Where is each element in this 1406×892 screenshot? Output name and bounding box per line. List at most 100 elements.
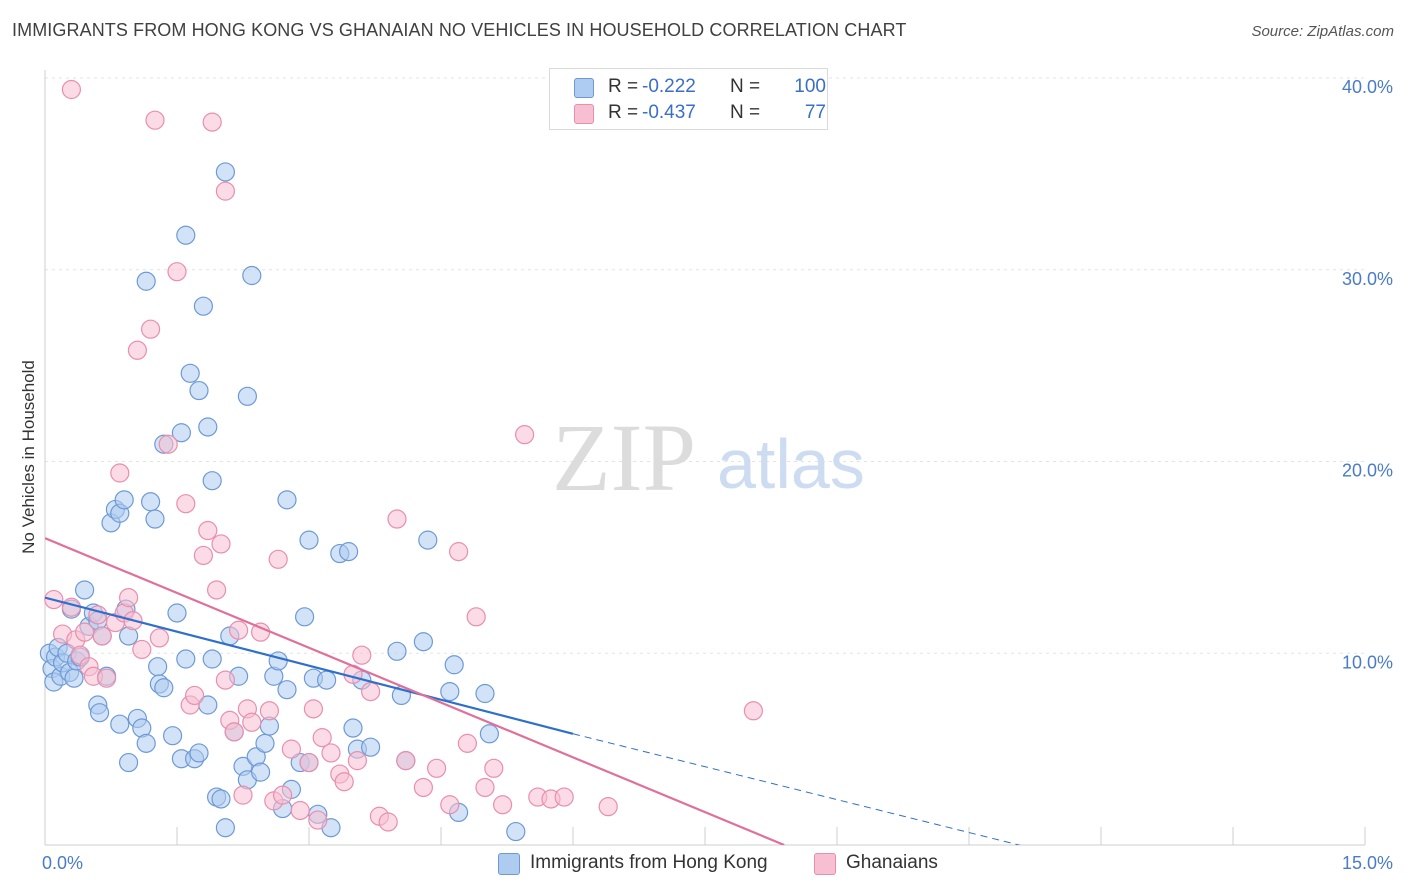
ghanaian-point (215, 670, 235, 690)
hong-kong-point (361, 737, 381, 757)
hong-kong-point (89, 703, 110, 723)
ghanaian-point (167, 262, 187, 282)
x-tick-label: 15.0% (1342, 853, 1393, 873)
hong-kong-point (154, 678, 174, 698)
hong-kong-point (277, 680, 297, 700)
ghanaian-point (141, 319, 161, 339)
ghanaian-point (361, 681, 381, 702)
legend-n-value: 77 (804, 102, 826, 123)
ghanaian-point (242, 712, 262, 732)
tick-labels: 10.0% 20.0% 30.0% 40.0% 0.0% 15.0% (42, 77, 1393, 873)
ghanaian-point (259, 701, 279, 721)
ghanaian-point (457, 733, 477, 753)
series-legend: Immigrants from Hong Kong Ghanaians (0, 850, 1406, 880)
ghanaian-point (176, 494, 196, 514)
hong-kong-point (444, 655, 464, 675)
ghanaian-trend-line (45, 537, 785, 845)
ghanaian-point (396, 751, 416, 771)
series-swatch-blue (498, 853, 520, 875)
hong-kong-point (440, 681, 460, 702)
hong-kong-point (167, 603, 187, 623)
hong-kong-point (145, 509, 165, 529)
y-tick-label: 20.0% (1342, 461, 1393, 481)
ghanaian-point (268, 549, 288, 569)
hong-kong-point (418, 530, 438, 550)
hong-kong-point (74, 580, 95, 600)
series-label: Immigrants from Hong Kong (530, 852, 768, 873)
ghanaian-point (449, 542, 469, 562)
hong-kong-point (163, 726, 183, 746)
chart-title: IMMIGRANTS FROM HONG KONG VS GHANAIAN NO… (12, 20, 907, 40)
y-tick-label: 30.0% (1342, 269, 1393, 289)
watermark: ZIP atlas (552, 404, 865, 511)
hong-kong-point (413, 632, 433, 652)
series-label: Ghanaians (846, 852, 938, 873)
chart-source: Source: ZipAtlas.com (1251, 23, 1394, 40)
hong-kong-point (148, 657, 168, 677)
trend-lines (45, 537, 1022, 845)
ghanaian-point (207, 580, 227, 600)
hong-kong-point (189, 380, 209, 401)
ghanaian-point (61, 79, 82, 100)
legend-n-label: N = (730, 76, 761, 97)
watermark-atlas: atlas (717, 425, 865, 503)
hong-kong-point (215, 818, 235, 838)
grid-lines (45, 77, 1365, 654)
ghanaian-point (554, 787, 574, 807)
hong-kong-point (189, 743, 209, 763)
ghanaian-point (514, 425, 535, 445)
ghanaian-point (233, 785, 253, 805)
ghanaian-point (74, 622, 95, 642)
ghanaian-point (281, 739, 301, 759)
hong-kong-point (475, 683, 495, 704)
ghanaian-point (484, 758, 504, 778)
hong-kong-point (255, 733, 275, 753)
y-tick-label: 40.0% (1342, 77, 1393, 97)
hong-kong-point (176, 649, 196, 669)
ghanaian-point (211, 534, 231, 554)
ghanaian-point (119, 588, 139, 608)
x-tick-label: 0.0% (42, 853, 83, 873)
ghanaian-point (427, 758, 447, 778)
legend-swatch-pink (574, 104, 594, 124)
ghanaian-point (145, 110, 165, 130)
ghanaian-point (158, 434, 178, 454)
ghanaian-point (493, 795, 513, 815)
ghanaian-point (347, 751, 367, 771)
hong-kong-point (171, 423, 191, 443)
hong-kong-point (193, 296, 213, 316)
hong-kong-point (202, 649, 222, 669)
hong-kong-point (215, 162, 235, 182)
ghanaian-point (743, 701, 764, 721)
hong-kong-point (268, 651, 288, 671)
ghanaian-point (198, 520, 218, 541)
ghanaian-point (61, 597, 82, 617)
hong-kong-point (202, 471, 222, 491)
ghanaian-point (598, 797, 618, 817)
hong-kong-point (198, 417, 218, 437)
hong-kong-point (141, 492, 161, 512)
hong-kong-point (317, 670, 337, 690)
y-tick-label: 10.0% (1342, 652, 1393, 672)
ghanaian-point (334, 772, 354, 792)
ghanaian-point (127, 340, 147, 360)
ghanaian-point (312, 728, 332, 748)
ghanaian-point (110, 463, 130, 483)
hong-kong-point (506, 821, 526, 842)
legend-r-value: -0.437 (642, 102, 696, 123)
hong-kong-point (136, 733, 156, 753)
ghanaian-point (299, 752, 319, 773)
hong-kong-point (343, 718, 363, 738)
ghanaian-point (224, 722, 244, 742)
hong-kong-point (299, 530, 319, 550)
ghanaian-point (193, 545, 213, 566)
ghanaian-point (185, 685, 205, 706)
hong-kong-point (387, 641, 407, 661)
series-swatch-pink (814, 853, 836, 875)
hong-kong-point (237, 386, 257, 406)
ghanaian-point (475, 777, 495, 798)
axes (44, 70, 1366, 846)
hong-kong-point (64, 668, 84, 688)
ghanaian-point (466, 607, 486, 627)
ghanaian-point (273, 785, 293, 805)
